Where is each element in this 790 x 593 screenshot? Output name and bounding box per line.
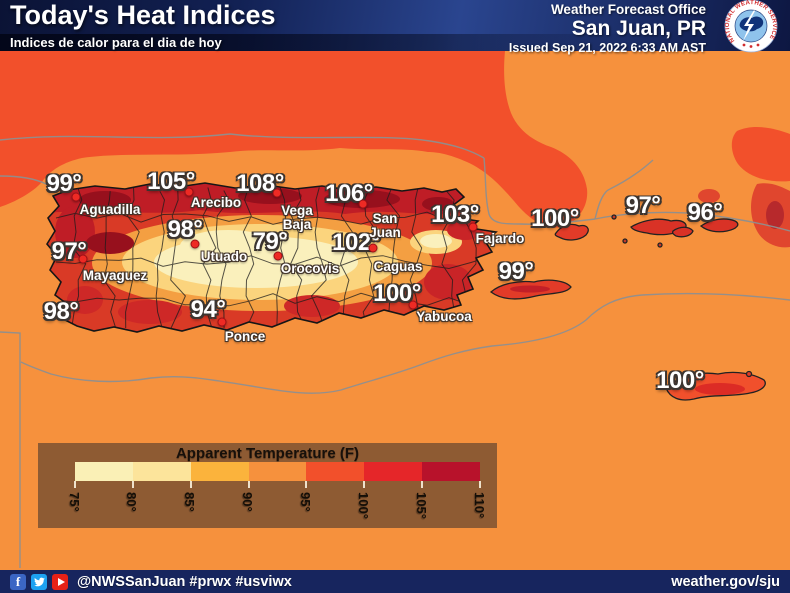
legend-swatch-1 <box>132 462 191 481</box>
municipality-boundaries <box>55 184 494 329</box>
legend-tick-95: 95° <box>297 492 313 512</box>
youtube-icon[interactable] <box>52 573 68 590</box>
legend-tick-85: 85° <box>182 492 198 512</box>
legend: Apparent Temperature (F) 75° 80° 85° 90° 95°… <box>38 443 497 528</box>
social-handles: @NWSSanJuan #prwx #usviwx <box>77 573 292 590</box>
header: Today's Heat Indices Indices de calor pa… <box>0 0 790 55</box>
footer: f @NWSSanJuan #prwx #usviwx weather.gov/… <box>0 570 790 593</box>
legend-title: Apparent Temperature (F) <box>175 445 360 462</box>
page-subtitle: Indices de calor para el dia de hoy <box>10 35 222 50</box>
office-block: Weather Forecast Office San Juan, PR Iss… <box>509 2 706 55</box>
legend-tickmark <box>189 481 192 488</box>
office-label: Weather Forecast Office <box>550 2 706 17</box>
issued-timestamp: Issued Sep 21, 2022 6:33 AM AST <box>508 40 706 55</box>
legend-tickmark <box>131 481 134 488</box>
page-title: Today's Heat Indices <box>10 0 276 30</box>
legend-swatch-4 <box>306 462 365 481</box>
st-john-island <box>671 226 694 238</box>
legend-tickmark <box>74 481 76 488</box>
legend-tickmark <box>363 481 366 488</box>
tortola-island <box>699 218 739 233</box>
culebra-island <box>554 223 589 241</box>
legend-tick-80: 80° <box>124 492 140 512</box>
legend-swatch-6 <box>422 462 481 481</box>
website-link[interactable]: weather.gov/sju <box>671 573 780 590</box>
legend-tickmark <box>247 481 250 488</box>
facebook-icon[interactable]: f <box>10 573 26 590</box>
hot-air-mass-region <box>0 51 790 248</box>
legend-swatch-3 <box>248 462 307 481</box>
twitter-icon[interactable] <box>31 573 47 590</box>
legend-tick-90: 90° <box>240 492 256 512</box>
office-city: San Juan, PR <box>571 17 706 41</box>
legend-swatch-2 <box>190 462 249 481</box>
legend-swatch-5 <box>364 462 423 481</box>
legend-tick-105: 105° <box>413 492 429 519</box>
nws-logo-icon: NATIONAL WEATHER SERVICE <box>724 0 778 53</box>
legend-tickmark <box>479 481 481 488</box>
legend-tickmark <box>421 481 424 488</box>
maritime-boundary-lines <box>0 133 790 568</box>
legend-color-bar <box>75 462 481 481</box>
legend-tick-75: 75° <box>66 492 82 512</box>
puerto-rico-coastline <box>46 182 498 333</box>
legend-tick-100: 100° <box>355 492 371 519</box>
legend-swatch-0 <box>75 462 133 481</box>
subtitle-strip <box>0 34 790 51</box>
legend-tick-110: 110° <box>471 492 487 519</box>
legend-tickmark <box>305 481 308 488</box>
